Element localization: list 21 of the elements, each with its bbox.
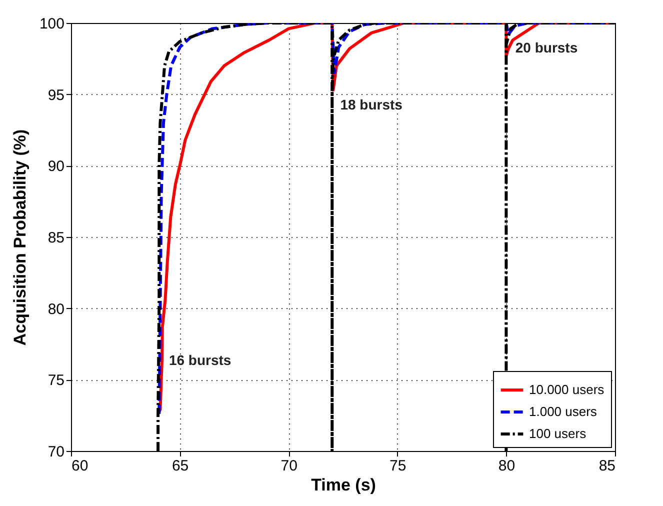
y-axis-title: Acquisition Probability (%) xyxy=(10,129,30,346)
y-tick-label: 70 xyxy=(48,444,64,460)
legend-label: 10.000 users xyxy=(529,382,605,397)
annotation: 20 bursts xyxy=(515,40,578,56)
legend-label: 1.000 users xyxy=(529,404,598,419)
y-tick-label: 80 xyxy=(48,300,64,318)
x-tick-label: 80 xyxy=(498,458,516,474)
annotation: 18 bursts xyxy=(340,96,403,113)
x-tick-label: 60 xyxy=(72,458,88,474)
x-tick-label: 85 xyxy=(598,458,616,474)
y-tick-label: 85 xyxy=(48,230,64,246)
y-tick-label: 90 xyxy=(48,158,64,176)
y-tick-label: 95 xyxy=(48,86,64,104)
x-tick-label: 75 xyxy=(390,458,406,474)
x-tick-label: 70 xyxy=(280,458,298,474)
x-tick-label: 65 xyxy=(172,458,189,474)
y-tick-label: 75 xyxy=(48,372,64,390)
legend-label: 100 users xyxy=(529,426,587,441)
annotation: 16 bursts xyxy=(168,352,232,368)
y-tick-label: 100 xyxy=(39,16,64,32)
x-axis-title: Time (s) xyxy=(311,476,376,494)
